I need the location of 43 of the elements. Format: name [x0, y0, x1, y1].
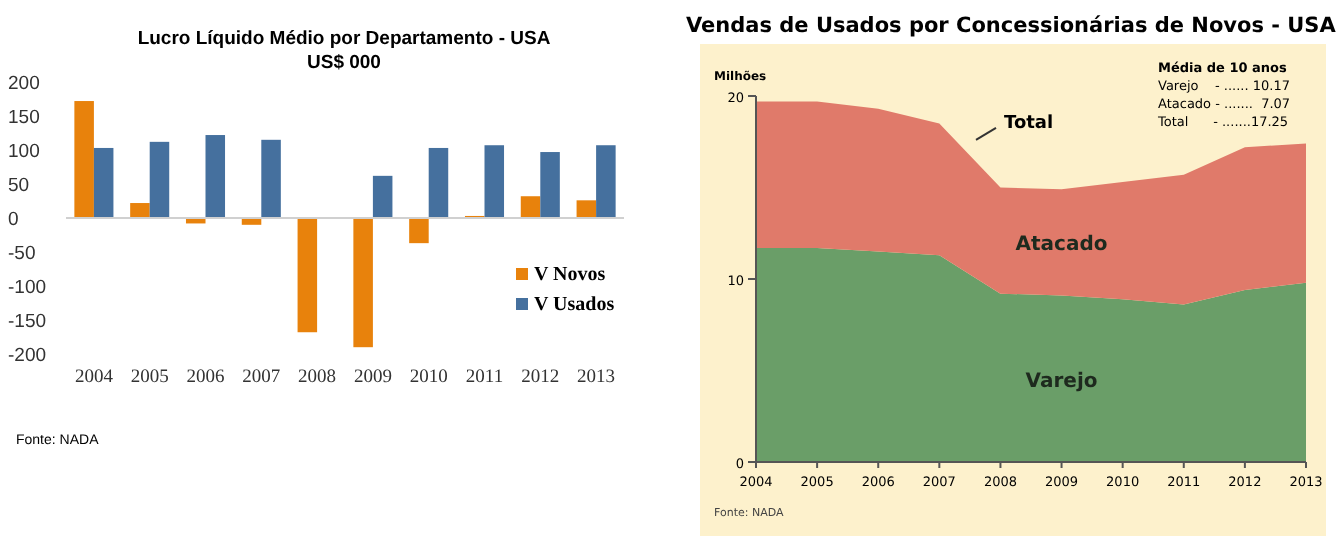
bar: [484, 145, 505, 218]
x-tick-label: 2009: [353, 368, 393, 388]
bar: [596, 145, 616, 218]
y-tick-label: -200: [8, 345, 47, 367]
bar: [205, 135, 226, 218]
x-tick-label: 2006: [186, 368, 225, 388]
bar: [409, 218, 429, 244]
legend-label: V Usados: [534, 294, 615, 316]
y-tick-label: 200: [8, 73, 40, 95]
chart-title: Vendas de Usados por Concessionárias de Novos - USA: [686, 14, 1338, 38]
bar: [520, 196, 541, 218]
x-tick-label: 2013: [577, 368, 616, 388]
x-tick-label: 2005: [130, 368, 170, 388]
y-tick-label: 50: [8, 175, 30, 197]
bar: [74, 101, 94, 218]
x-tick-label: 2004: [74, 368, 114, 388]
series-label: Varejo: [1025, 370, 1098, 393]
y-tick-label: -150: [8, 311, 47, 333]
chart-subtitle: US$ 000: [307, 52, 381, 74]
x-tick-label: 2011: [465, 368, 504, 388]
x-tick-label: 2007: [242, 368, 281, 388]
chart-title: Lucro Líquido Médio por Departamento - USA: [137, 28, 551, 50]
y-tick-label: 0: [8, 209, 19, 231]
x-tick-label: 2012: [521, 368, 560, 388]
bar: [540, 152, 560, 218]
y-tick-label: -100: [8, 277, 47, 299]
bar: [149, 141, 170, 218]
bar: [576, 200, 597, 218]
series-label: Atacado: [1015, 234, 1108, 257]
y-tick-label: -50: [8, 243, 36, 265]
bar: [130, 203, 150, 218]
x-tick-label: 2008: [298, 368, 337, 388]
annotation: Total: [1004, 113, 1054, 134]
bar: [93, 147, 114, 218]
bar: [428, 147, 449, 218]
x-tick-label: 2010: [409, 368, 449, 388]
bar: [297, 218, 318, 333]
legend-label: V Novos: [534, 264, 606, 286]
bar: [353, 218, 373, 348]
y-tick-label: 150: [8, 107, 40, 129]
bar: [261, 139, 281, 218]
y-tick-label: 100: [8, 141, 40, 163]
bar: [372, 175, 393, 218]
